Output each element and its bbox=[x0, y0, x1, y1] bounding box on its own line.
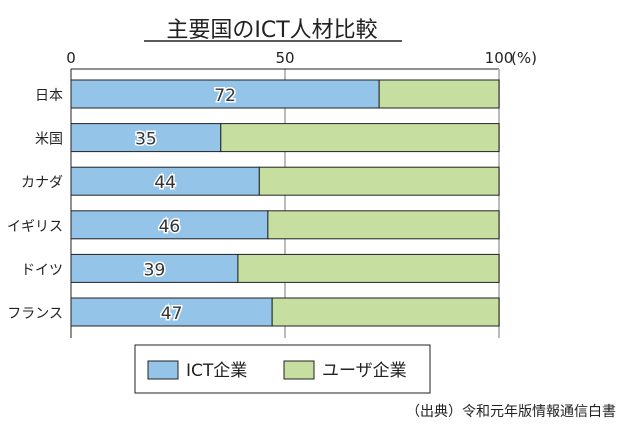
legend-swatch-user bbox=[283, 360, 315, 380]
bar-user bbox=[378, 79, 500, 109]
chart-title: 主要国のICT人材比較 bbox=[166, 18, 377, 43]
x-tick-label: 100 bbox=[485, 49, 514, 67]
legend-box bbox=[134, 344, 431, 394]
bar-user bbox=[237, 253, 500, 283]
data-label: 39 bbox=[144, 260, 166, 280]
legend-label-ict: ICT企業 bbox=[186, 361, 247, 381]
bar-user bbox=[258, 166, 500, 196]
data-label: 47 bbox=[161, 304, 183, 324]
data-label: 46 bbox=[159, 217, 181, 237]
category-label: イギリス bbox=[7, 219, 63, 235]
bar-user bbox=[271, 297, 500, 327]
data-label: 35 bbox=[135, 130, 157, 150]
legend-swatch-ict bbox=[147, 360, 179, 380]
bar-user bbox=[220, 123, 500, 153]
data-label: 72 bbox=[214, 86, 236, 106]
bar-user bbox=[267, 210, 500, 240]
category-label: ドイツ bbox=[21, 262, 63, 278]
category-label: カナダ bbox=[21, 175, 63, 191]
data-label: 44 bbox=[154, 173, 176, 193]
x-tick-label: 0 bbox=[66, 49, 76, 67]
legend-label-user: ユーザ企業 bbox=[322, 361, 407, 381]
bar-ict bbox=[70, 253, 239, 283]
category-label: 日本 bbox=[35, 88, 63, 104]
bar-ict bbox=[70, 123, 222, 153]
source-note: （出典）令和元年版情報通信白書 bbox=[406, 404, 616, 420]
bar-ict bbox=[70, 79, 380, 109]
bar-ict bbox=[70, 166, 260, 196]
x-tick-label: 50 bbox=[275, 49, 294, 67]
category-label: フランス bbox=[7, 306, 63, 322]
x-unit-label: (%) bbox=[511, 49, 537, 67]
category-label: 米国 bbox=[35, 132, 63, 148]
